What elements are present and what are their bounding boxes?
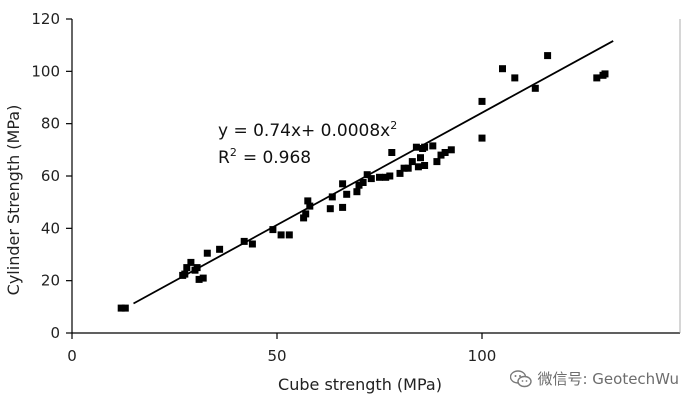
y-tick-label: 20: [41, 272, 60, 290]
y-axis-title: Cylinder Strength (MPa): [4, 105, 23, 296]
data-point: [400, 164, 408, 172]
data-point: [404, 164, 412, 172]
fit-equation: y = 0.74x+ 0.0008x2: [218, 119, 397, 141]
data-point: [187, 258, 195, 266]
data-point: [339, 180, 347, 188]
data-point: [181, 270, 189, 278]
y-tick-label: 0: [50, 324, 60, 342]
x-tick-label: 100: [468, 347, 497, 365]
wechat-icon: [510, 369, 533, 387]
watermark: 微信号: GeotechWu: [510, 368, 679, 389]
data-point: [326, 205, 334, 213]
data-point: [396, 169, 404, 177]
data-point: [343, 190, 351, 198]
data-point: [421, 143, 429, 151]
data-point: [339, 203, 347, 211]
data-point: [328, 193, 336, 201]
data-point: [544, 52, 552, 60]
x-axis-title: Cube strength (MPa): [278, 375, 442, 394]
y-tick-label: 40: [41, 219, 60, 237]
data-point: [447, 146, 455, 154]
data-point: [382, 173, 390, 181]
data-point: [499, 65, 506, 73]
data-point: [193, 264, 201, 272]
data-point: [216, 245, 224, 253]
data-point: [433, 158, 441, 166]
trend-line: [133, 40, 614, 305]
data-point: [353, 188, 361, 196]
data-point: [511, 74, 519, 82]
data-point: [285, 231, 293, 239]
data-point: [376, 173, 383, 181]
data-point: [121, 304, 129, 312]
data-point: [437, 151, 445, 159]
data-point: [302, 210, 310, 218]
data-point: [304, 197, 312, 205]
y-tick-label: 80: [41, 115, 60, 133]
data-point: [429, 142, 437, 150]
data-point: [593, 74, 601, 82]
y-axis: 0 20 40 60 80 100 120: [31, 10, 72, 342]
data-point: [478, 97, 486, 105]
data-point: [277, 231, 285, 239]
data-point: [199, 274, 207, 282]
data-point: [355, 181, 363, 189]
watermark-text: 微信号: GeotechWu: [537, 370, 679, 388]
data-point: [203, 249, 211, 257]
data-point: [386, 172, 394, 180]
data-point: [248, 240, 256, 248]
data-point: [183, 264, 191, 272]
data-point: [195, 275, 203, 283]
data-point: [359, 179, 367, 186]
data-point: [421, 162, 429, 169]
data-point: [408, 158, 416, 166]
x-tick-label: 50: [267, 347, 286, 365]
data-point: [300, 214, 308, 222]
data-point: [478, 134, 486, 142]
y-tick-label: 60: [41, 167, 60, 185]
data-point: [388, 149, 396, 156]
r-squared: R2 = 0.968: [218, 146, 311, 168]
data-point: [417, 154, 424, 162]
data-point: [269, 226, 277, 234]
data-point: [117, 304, 125, 312]
y-tick-label: 120: [31, 10, 60, 28]
x-axis: 0 50 100: [67, 333, 496, 365]
data-point: [601, 70, 609, 78]
data-point: [441, 149, 449, 156]
data-point: [240, 237, 248, 245]
y-tick-label: 100: [31, 62, 60, 80]
data-point: [531, 84, 539, 92]
data-point: [367, 175, 375, 183]
x-tick-label: 0: [67, 347, 77, 365]
data-point: [414, 163, 422, 171]
data-point: [412, 143, 420, 151]
